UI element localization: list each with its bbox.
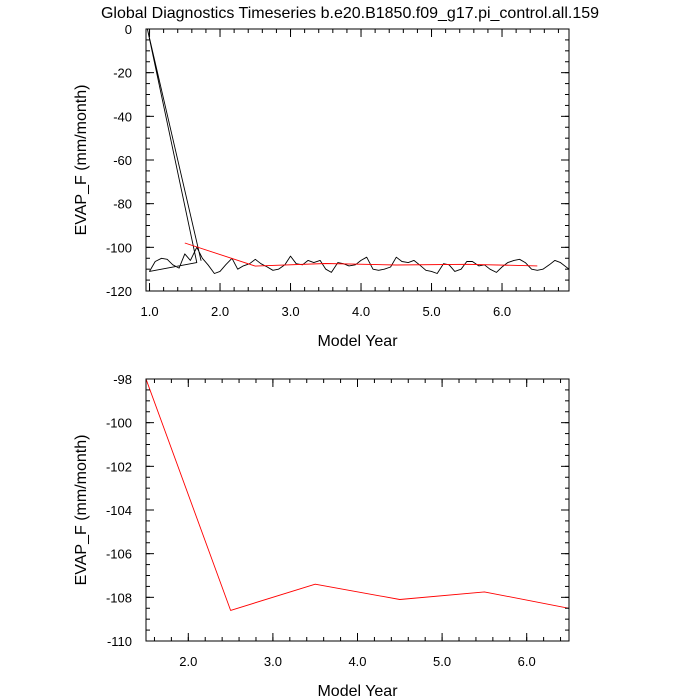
y-tick-label: -110 — [107, 634, 132, 649]
y-axis-label: EVAP_F (mm/month) — [73, 435, 90, 586]
tick-marks — [146, 28, 569, 292]
monthly-line — [146, 29, 569, 274]
y-tick-label: -100 — [106, 240, 132, 255]
x-tick-label: 5.0 — [422, 304, 440, 319]
annual-mean-line — [184, 242, 538, 267]
chart-title: Global Diagnostics Timeseries b.e20.B185… — [101, 5, 599, 22]
y-tick-label: -108 — [106, 590, 132, 605]
x-tick-label: 3.0 — [281, 304, 299, 319]
y-tick-label: -60 — [113, 153, 132, 168]
x-tick-label: 6.0 — [493, 304, 511, 319]
y-tick-label: -102 — [106, 459, 132, 474]
series-group — [146, 379, 569, 611]
x-axis-label: Model Year — [317, 333, 398, 350]
x-tick-label: 4.0 — [348, 654, 366, 669]
tick-marks — [146, 378, 569, 642]
x-tick-label: 2.0 — [211, 304, 229, 319]
y-tick-label: -100 — [106, 416, 132, 431]
x-tick-label: 2.0 — [179, 654, 197, 669]
x-tick-label: 1.0 — [140, 304, 158, 319]
plot-frame — [145, 378, 570, 642]
y-tick-label: -20 — [113, 66, 132, 81]
x-tick-label: 3.0 — [264, 654, 282, 669]
x-tick-label: 5.0 — [433, 654, 451, 669]
plot-frame — [145, 28, 570, 292]
x-tick-label: 4.0 — [352, 304, 370, 319]
x-axis-label: Model Year — [317, 683, 398, 700]
y-tick-label: -106 — [106, 547, 132, 562]
y-tick-label: -120 — [106, 284, 132, 299]
annual-mean-line — [146, 379, 569, 611]
y-tick-label: -98 — [113, 372, 132, 387]
series-group — [146, 29, 569, 274]
y-tick-label: -40 — [113, 109, 132, 124]
x-tick-label: 6.0 — [518, 654, 536, 669]
y-tick-label: -104 — [106, 503, 132, 518]
y-tick-label: 0 — [125, 22, 132, 37]
top-panel: 1.0 2.0 3.0 4.0 5.0 6.0 0 -20 -40 -60 -80 -100 -120 M… — [73, 22, 570, 350]
y-axis-label: EVAP_F (mm/month) — [73, 85, 90, 236]
y-tick-label: -80 — [113, 197, 132, 212]
bottom-panel: 2.0 3.0 4.0 5.0 6.0 -98 -100 -102 -104 -106 -108 -1… — [73, 372, 570, 700]
